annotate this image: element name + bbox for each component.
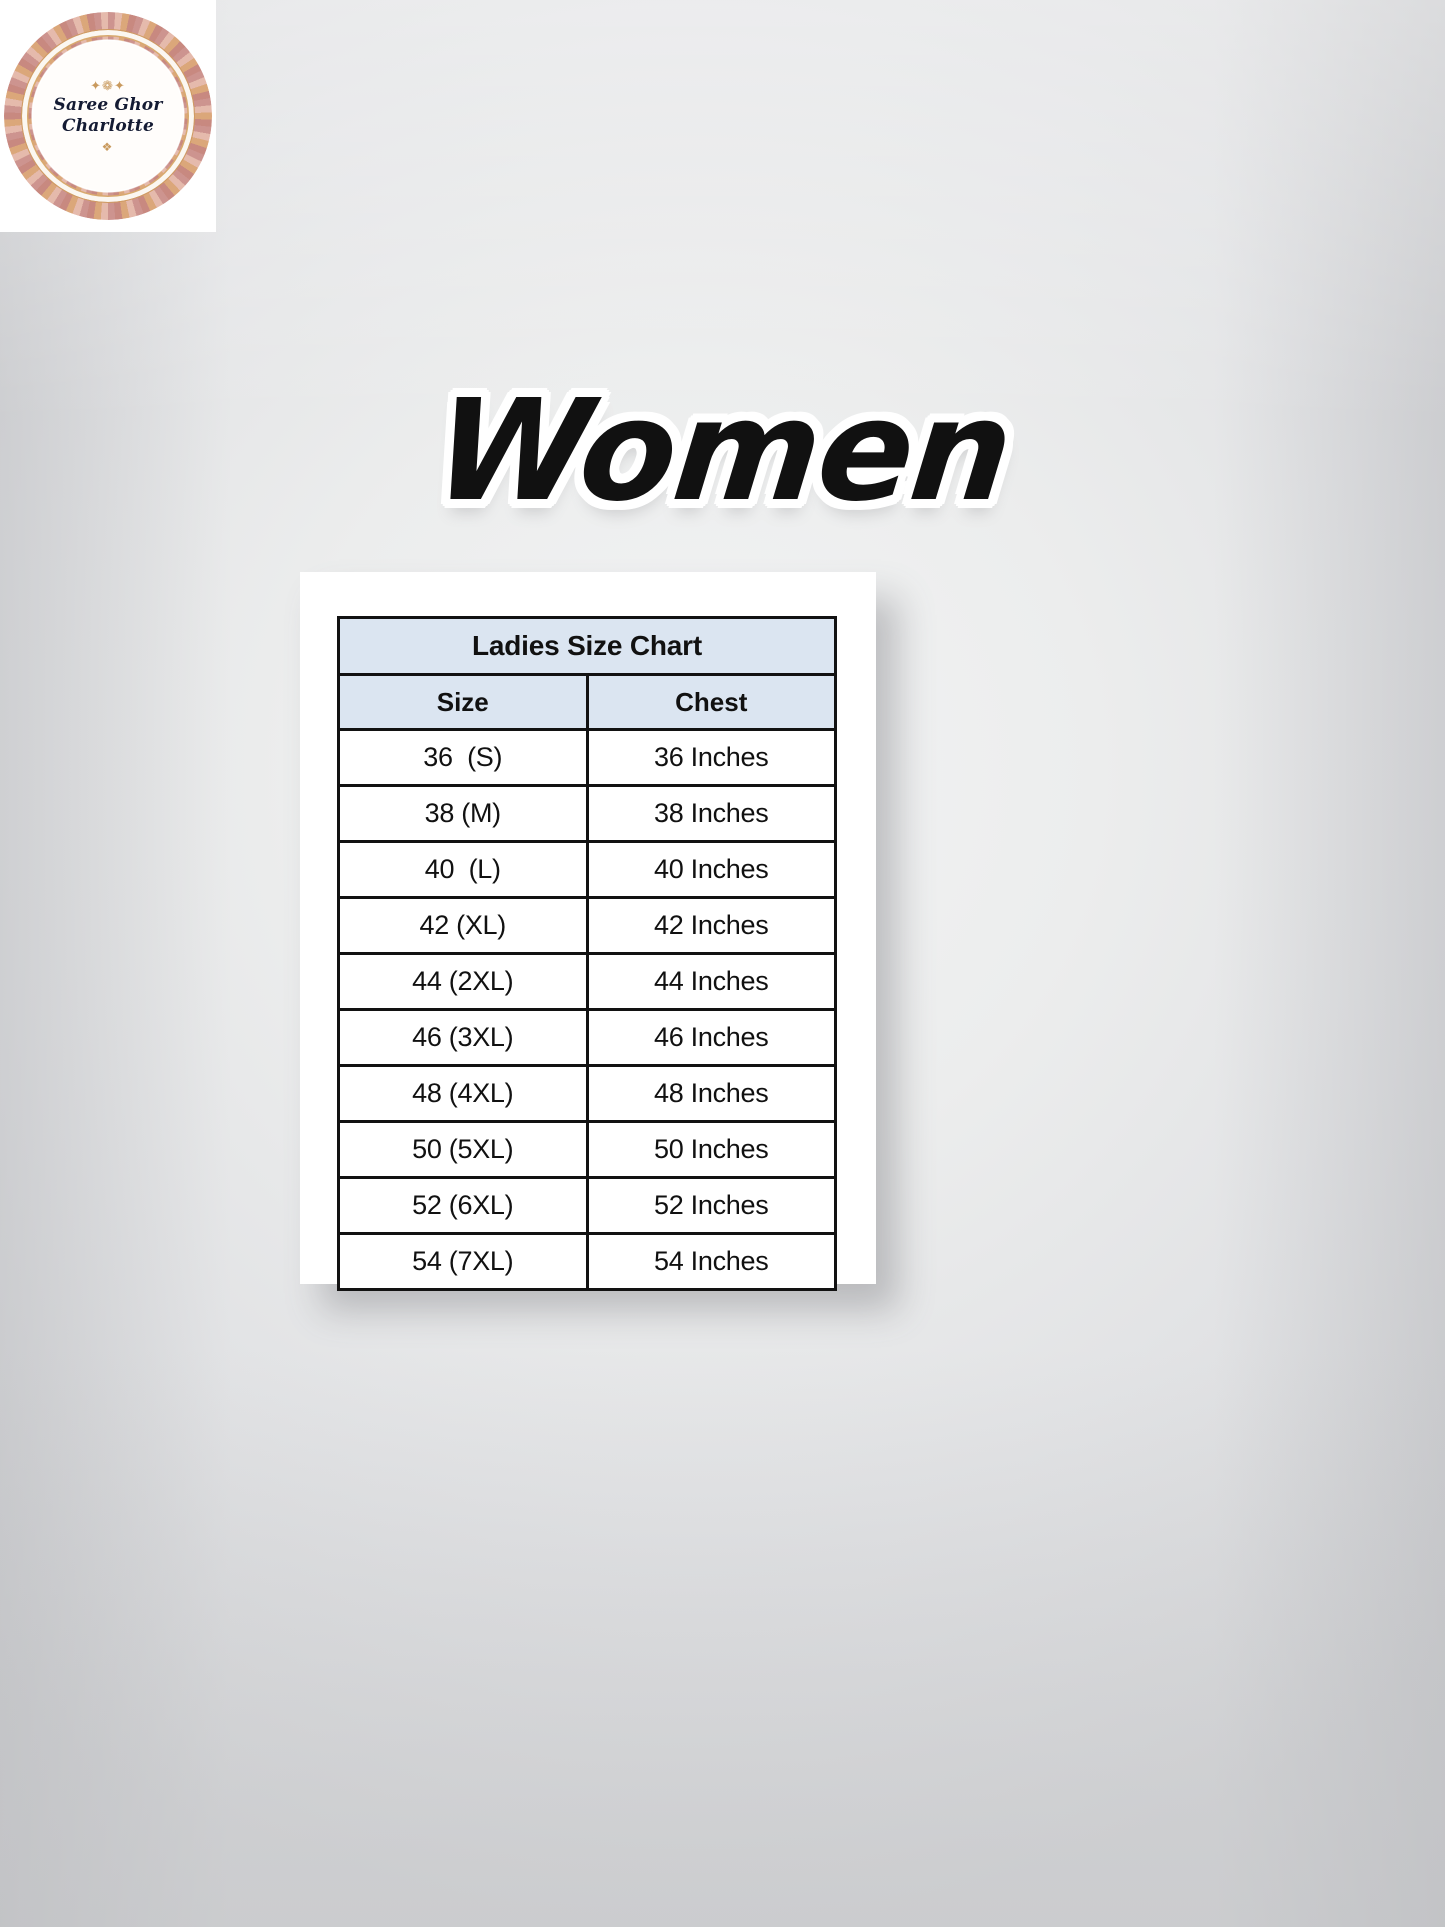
cell-chest: 48 Inches (585, 1064, 837, 1123)
logo-bottom-ornament-icon: ❖ (101, 140, 115, 155)
cell-chest: 46 Inches (585, 1008, 837, 1067)
table-row: 42 (XL) 42 Inches (337, 896, 837, 955)
logo-brand-line-2: Charlotte (62, 116, 154, 136)
column-header-size: Size (337, 673, 589, 731)
cell-size: 40 (L) (337, 840, 589, 899)
logo-crown-ornament-icon: ✦❁✦ (90, 77, 126, 93)
cell-size: 36 (S) (337, 728, 589, 787)
ladies-size-chart-table: Ladies Size Chart Size Chest 36 (S) 36 I… (337, 616, 837, 1291)
cell-chest: 40 Inches (585, 840, 837, 899)
table-row: 40 (L) 40 Inches (337, 840, 837, 899)
table-row: 38 (M) 38 Inches (337, 784, 837, 843)
cell-chest: 42 Inches (585, 896, 837, 955)
column-header-chest: Chest (585, 673, 837, 731)
table-row: 50 (5XL) 50 Inches (337, 1120, 837, 1179)
table-row: 52 (6XL) 52 Inches (337, 1176, 837, 1235)
cell-chest: 54 Inches (585, 1232, 837, 1291)
size-chart-card: Ladies Size Chart Size Chest 36 (S) 36 I… (300, 572, 876, 1291)
cell-chest: 52 Inches (585, 1176, 837, 1235)
logo-center: ✦❁✦ Saree Ghor Charlotte ❖ (33, 41, 183, 191)
cell-size: 50 (5XL) (337, 1120, 589, 1179)
table-title-row: Ladies Size Chart (337, 616, 837, 676)
cell-chest: 38 Inches (585, 784, 837, 843)
logo-inner-ring-icon (21, 29, 195, 203)
cell-size: 44 (2XL) (337, 952, 589, 1011)
cell-chest: 50 Inches (585, 1120, 837, 1179)
logo-brand-line-1: Saree Ghor (53, 94, 163, 115)
table-header-row: Size Chest (337, 673, 837, 731)
table-title-cell: Ladies Size Chart (337, 616, 837, 676)
cell-chest: 44 Inches (585, 952, 837, 1011)
cell-size: 38 (M) (337, 784, 589, 843)
cell-size: 42 (XL) (337, 896, 589, 955)
cell-chest: 36 Inches (585, 728, 837, 787)
cell-size: 52 (6XL) (337, 1176, 589, 1235)
table-row: 44 (2XL) 44 Inches (337, 952, 837, 1011)
cell-size: 46 (3XL) (337, 1008, 589, 1067)
cell-size: 48 (4XL) (337, 1064, 589, 1123)
brand-logo: ✦❁✦ Saree Ghor Charlotte ❖ (0, 0, 216, 232)
cell-size: 54 (7XL) (337, 1232, 589, 1291)
table-row: 36 (S) 36 Inches (337, 728, 837, 787)
table-row: 54 (7XL) 54 Inches (337, 1232, 837, 1291)
table-row: 48 (4XL) 48 Inches (337, 1064, 837, 1123)
table-row: 46 (3XL) 46 Inches (337, 1008, 837, 1067)
